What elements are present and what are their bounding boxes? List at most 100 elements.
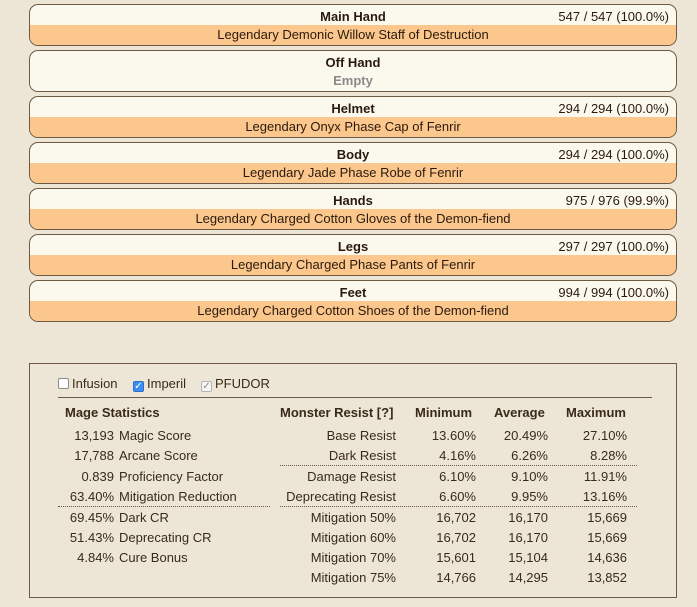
equipment-slot-hands: Hands 975 / 976 (99.9%) Legendary Charge… bbox=[29, 188, 677, 230]
slot-item-name[interactable]: Empty bbox=[30, 71, 676, 91]
slot-item-name[interactable]: Legendary Charged Phase Pants of Fenrir bbox=[30, 255, 676, 275]
stat-label: Cure Bonus bbox=[119, 550, 188, 565]
stat-label: Deprecating CR bbox=[119, 530, 212, 545]
resist-average: 9.95% bbox=[511, 489, 548, 504]
checkmark-icon[interactable]: ✓ bbox=[133, 381, 144, 392]
slot-item-name[interactable]: Legendary Jade Phase Robe of Fenrir bbox=[30, 163, 676, 183]
imperil-checkbox[interactable]: ✓ Imperil bbox=[133, 376, 186, 392]
mitigation-label: Mitigation 70% bbox=[310, 550, 396, 565]
mage-statistics-title: Mage Statistics bbox=[65, 405, 160, 420]
resist-row: Base Resist 13.60% 20.49% 27.10% bbox=[270, 426, 640, 445]
checkmark-icon[interactable]: ✓ bbox=[201, 381, 212, 392]
mage-stat-row: 69.45% Dark CR bbox=[30, 508, 270, 527]
resist-minimum: 6.60% bbox=[439, 489, 476, 504]
infusion-checkbox[interactable]: Infusion bbox=[58, 376, 118, 391]
resist-average: 20.49% bbox=[503, 428, 548, 443]
resist-maximum: 8.28% bbox=[590, 448, 627, 463]
statistics-panel: Infusion ✓ Imperil ✓ PFUDOR Mage Statistic… bbox=[29, 363, 677, 598]
resist-row: Deprecating Resist 6.60% 9.95% 13.16% bbox=[270, 487, 640, 506]
stat-value: 51.43% bbox=[69, 530, 114, 545]
equipment-slot-body: Body 294 / 294 (100.0%) Legendary Jade P… bbox=[29, 142, 677, 184]
mitigation-row: Mitigation 60% 16,702 16,170 15,669 bbox=[270, 528, 640, 547]
mage-stat-row: 13,193 Magic Score bbox=[30, 426, 270, 445]
equipment-slot-off-hand: Off Hand Empty bbox=[29, 50, 677, 92]
stat-label: Mitigation Reduction bbox=[119, 489, 237, 504]
equipment-slot-feet: Feet 994 / 994 (100.0%) Legendary Charge… bbox=[29, 280, 677, 322]
stat-value: 0.839 bbox=[81, 469, 114, 484]
resist-maximum: 11.91% bbox=[583, 469, 627, 484]
slot-item-name[interactable]: Legendary Charged Cotton Gloves of the D… bbox=[30, 209, 676, 229]
mage-stat-row: 0.839 Proficiency Factor bbox=[30, 467, 270, 486]
mitigation-maximum: 15,669 bbox=[587, 510, 627, 525]
mage-stat-row: 17,788 Arcane Score bbox=[30, 446, 270, 465]
resist-maximum: 13.16% bbox=[582, 489, 627, 504]
resist-label: Deprecating Resist bbox=[286, 489, 396, 504]
divider bbox=[58, 397, 652, 398]
slot-name: Legs bbox=[337, 239, 369, 254]
resist-row: Dark Resist 4.16% 6.26% 8.28% bbox=[270, 446, 640, 465]
slot-name: Helmet bbox=[331, 101, 375, 116]
divider bbox=[280, 465, 637, 466]
slot-name: Hands bbox=[333, 193, 373, 208]
mitigation-maximum: 13,852 bbox=[587, 570, 627, 585]
resist-minimum: 4.16% bbox=[439, 448, 476, 463]
mitigation-average: 16,170 bbox=[508, 510, 548, 525]
stat-label: Dark CR bbox=[119, 510, 169, 525]
equipment-slot-main-hand: Main Hand 547 / 547 (100.0%) Legendary D… bbox=[29, 4, 677, 46]
minimum-column-header: Minimum bbox=[415, 405, 473, 420]
stat-value: 13,193 bbox=[74, 428, 114, 443]
slot-item-name[interactable]: Legendary Onyx Phase Cap of Fenrir bbox=[30, 117, 676, 137]
mitigation-minimum: 15,601 bbox=[436, 550, 476, 565]
stat-value: 69.45% bbox=[69, 510, 114, 525]
resist-label: Base Resist bbox=[326, 428, 396, 443]
monster-resist-help-link[interactable]: Monster Resist [?] bbox=[280, 405, 394, 420]
slot-name: Main Hand bbox=[320, 9, 386, 24]
slot-item-name[interactable]: Legendary Charged Cotton Shoes of the De… bbox=[30, 301, 676, 321]
average-column-header: Average bbox=[494, 405, 545, 420]
equipment-slot-helmet: Helmet 294 / 294 (100.0%) Legendary Onyx… bbox=[29, 96, 677, 138]
divider bbox=[280, 506, 637, 507]
mage-stat-row: 51.43% Deprecating CR bbox=[30, 528, 270, 547]
mage-stat-row: 4.84% Cure Bonus bbox=[30, 548, 270, 567]
mitigation-minimum: 16,702 bbox=[436, 510, 476, 525]
slot-name: Body bbox=[336, 147, 370, 162]
resist-average: 9.10% bbox=[511, 469, 548, 484]
mage-stat-row: 63.40% Mitigation Reduction bbox=[30, 487, 270, 506]
mitigation-row: Mitigation 50% 16,702 16,170 15,669 bbox=[270, 508, 640, 527]
slot-durability: 975 / 976 (99.9%) bbox=[565, 193, 669, 208]
mitigation-row: Mitigation 70% 15,601 15,104 14,636 bbox=[270, 548, 640, 567]
slot-durability: 994 / 994 (100.0%) bbox=[558, 285, 669, 300]
slot-name: Off Hand bbox=[325, 55, 381, 70]
mitigation-average: 14,295 bbox=[508, 570, 548, 585]
resist-minimum: 6.10% bbox=[439, 469, 476, 484]
resist-label: Dark Resist bbox=[328, 448, 396, 463]
slot-name: Feet bbox=[339, 285, 367, 300]
mitigation-average: 16,170 bbox=[508, 530, 548, 545]
mitigation-label: Mitigation 50% bbox=[310, 510, 396, 525]
mitigation-minimum: 14,766 bbox=[436, 570, 476, 585]
resist-label: Damage Resist bbox=[307, 469, 396, 484]
maximum-column-header: Maximum bbox=[566, 405, 626, 420]
mitigation-minimum: 16,702 bbox=[436, 530, 476, 545]
mitigation-label: Mitigation 60% bbox=[310, 530, 396, 545]
slot-item-name[interactable]: Legendary Demonic Willow Staff of Destru… bbox=[30, 25, 676, 45]
stat-label: Proficiency Factor bbox=[119, 469, 224, 484]
resist-maximum: 27.10% bbox=[582, 428, 627, 443]
mitigation-label: Mitigation 75% bbox=[310, 570, 396, 585]
slot-durability: 547 / 547 (100.0%) bbox=[558, 9, 669, 24]
resist-minimum: 13.60% bbox=[431, 428, 476, 443]
slot-durability: 297 / 297 (100.0%) bbox=[558, 239, 669, 254]
resist-average: 6.26% bbox=[511, 448, 548, 463]
slot-durability: 294 / 294 (100.0%) bbox=[558, 101, 669, 116]
pfudor-checkbox[interactable]: ✓ PFUDOR bbox=[201, 376, 270, 392]
stat-value: 4.84% bbox=[77, 550, 114, 565]
stat-value: 17,788 bbox=[74, 448, 114, 463]
divider bbox=[58, 506, 270, 507]
infusion-label: Infusion bbox=[72, 376, 118, 391]
equipment-slot-legs: Legs 297 / 297 (100.0%) Legendary Charge… bbox=[29, 234, 677, 276]
mitigation-maximum: 14,636 bbox=[587, 550, 627, 565]
pfudor-label: PFUDOR bbox=[215, 376, 270, 391]
stat-label: Magic Score bbox=[119, 428, 192, 443]
checkbox-unchecked-icon[interactable] bbox=[58, 378, 69, 389]
stat-value: 63.40% bbox=[69, 489, 114, 504]
